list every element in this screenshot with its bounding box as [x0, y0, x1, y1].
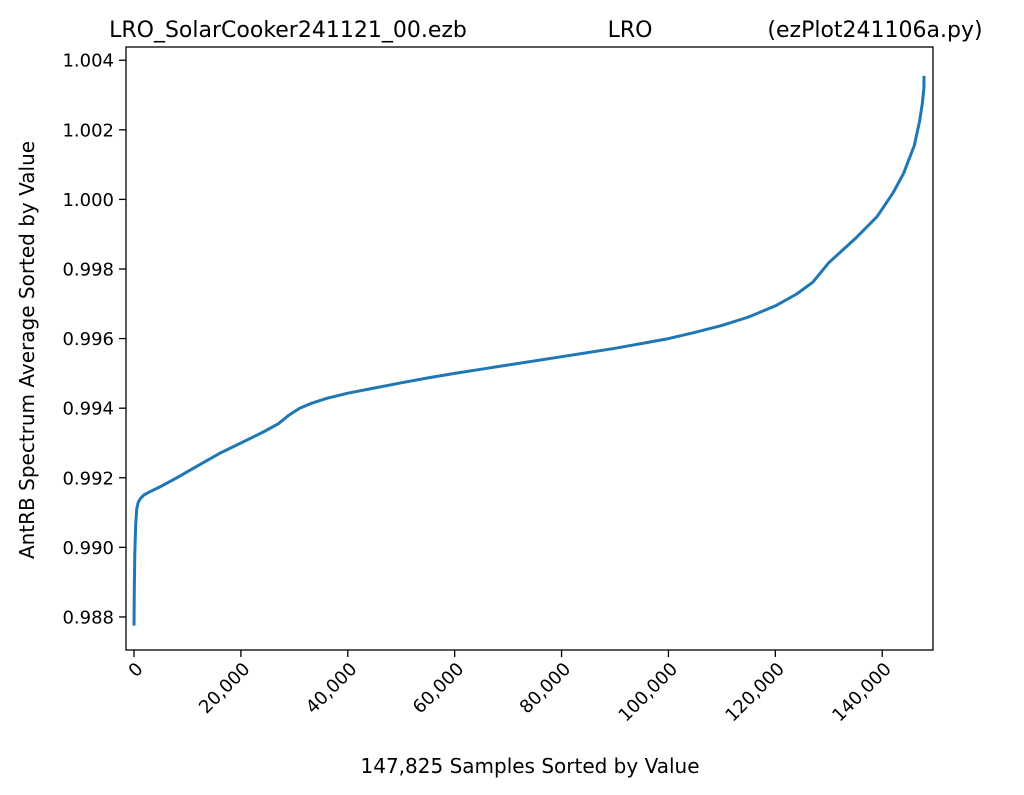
- y-tick-label: 0.992: [62, 468, 114, 489]
- chart-title-script: (ezPlot241106a.py): [767, 18, 982, 43]
- series-line: [132, 75, 926, 626]
- y-tick-label: 0.994: [62, 399, 114, 420]
- y-tick-label: 0.998: [62, 259, 114, 280]
- y-tick-label: 1.000: [62, 190, 114, 211]
- plot-frame: [125, 46, 934, 651]
- chart-title-file: LRO_SolarCooker241121_00.ezb: [109, 18, 467, 43]
- y-axis: 0.988 0.990 0.992 0.994 0.996 0.998 1.000 1.002…: [62, 51, 126, 628]
- y-tick-label: 1.004: [62, 51, 114, 72]
- x-axis-label: 147,825 Samples Sorted by Value: [361, 754, 700, 778]
- y-tick-label: 0.988: [62, 607, 114, 628]
- y-tick-label: 1.002: [62, 120, 114, 141]
- y-tick-label: 0.996: [62, 329, 114, 350]
- chart-title-site: LRO: [608, 18, 653, 43]
- y-tick-label: 0.990: [62, 538, 114, 559]
- y-axis-label: AntRB Spectrum Average Sorted by Value: [15, 141, 39, 559]
